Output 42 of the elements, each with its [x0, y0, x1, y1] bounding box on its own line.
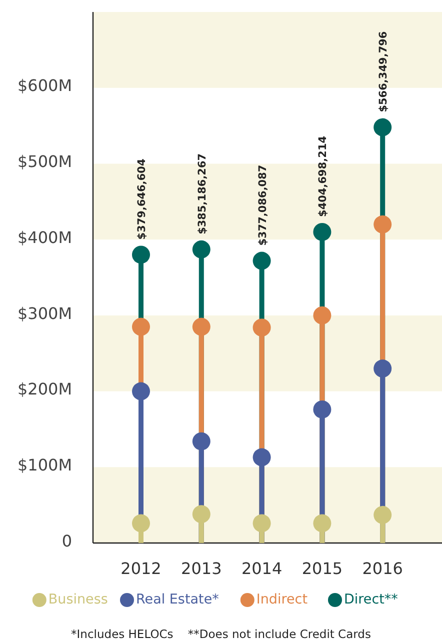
point	[132, 318, 150, 336]
point	[252, 252, 271, 270]
y-tick-label: $300M	[17, 304, 72, 323]
legend-label: Business	[48, 592, 108, 608]
point	[374, 118, 392, 136]
point	[313, 400, 332, 418]
x-tick-label: 2016	[362, 559, 403, 578]
point	[192, 432, 210, 450]
legend-label: Indirect	[256, 592, 308, 608]
y-tick-label: $400M	[17, 228, 72, 247]
point	[132, 514, 150, 532]
legend-label: Real Estate*	[136, 592, 220, 608]
point	[374, 215, 392, 234]
point	[313, 306, 332, 324]
point	[192, 240, 210, 258]
legend-label: Direct**	[344, 592, 398, 608]
y-tick-label: $200M	[17, 380, 72, 399]
point	[313, 222, 332, 241]
y-tick-label: $500M	[17, 152, 72, 172]
point	[374, 360, 392, 378]
y-tick-label: 0	[62, 531, 72, 550]
point	[252, 514, 271, 532]
point	[132, 382, 150, 400]
x-tick-label: 2014	[241, 559, 282, 578]
y-tick-label: $600M	[17, 76, 72, 96]
text: $377,086,087	[256, 164, 269, 246]
text: $566,349,796	[378, 31, 390, 112]
point	[252, 318, 271, 337]
text: $404,698,214	[317, 136, 330, 217]
x-tick-label: 2013	[181, 559, 222, 578]
point	[252, 448, 271, 466]
point	[192, 318, 210, 336]
text: $385,186,267	[196, 153, 208, 234]
x-tick-label: 2015	[302, 559, 343, 578]
text: $379,646,604	[136, 158, 148, 240]
x-tick-label: 2012	[120, 559, 162, 578]
point	[192, 505, 210, 524]
text: *Includes HELOCs **Does not include Credit Cards	[71, 627, 371, 641]
point	[374, 506, 392, 524]
point	[313, 514, 332, 532]
point	[132, 246, 150, 264]
y-tick-label: $100M	[17, 456, 72, 475]
